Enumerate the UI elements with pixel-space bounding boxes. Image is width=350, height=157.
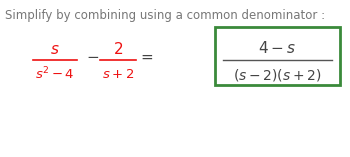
Bar xyxy=(215,27,340,85)
Text: $s$: $s$ xyxy=(50,41,60,57)
Text: $-$: $-$ xyxy=(86,48,100,62)
Text: $(s-2)(s+2)$: $(s-2)(s+2)$ xyxy=(233,67,322,83)
Text: $s + 2$: $s + 2$ xyxy=(102,68,134,81)
Text: $2$: $2$ xyxy=(113,41,123,57)
Text: $=$: $=$ xyxy=(138,49,154,63)
Text: Simplify by combining using a common denominator :: Simplify by combining using a common den… xyxy=(5,9,325,22)
Text: $4 - s$: $4 - s$ xyxy=(259,40,296,56)
Text: $s^2 - 4$: $s^2 - 4$ xyxy=(35,66,75,82)
